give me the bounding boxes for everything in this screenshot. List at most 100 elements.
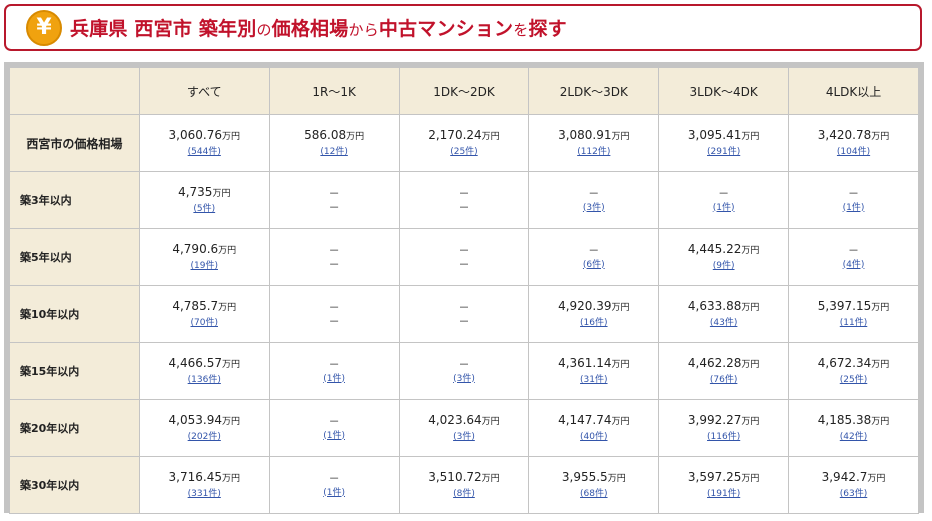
listing-count-link[interactable]: (191件): [707, 489, 741, 499]
price-unit: 万円: [741, 246, 760, 256]
price-unit: 万円: [221, 417, 240, 427]
price-number: 4,466.57: [168, 356, 222, 370]
listing-count-link[interactable]: (16件): [580, 318, 608, 328]
price-unit: 万円: [218, 246, 237, 256]
listing-count-link[interactable]: (291件): [707, 147, 741, 157]
price-empty: －: [588, 186, 600, 200]
listing-count-link[interactable]: (68件): [580, 489, 608, 499]
price-table: すべて 1R～1K 1DK～2DK 2LDK～3DK 3LDK～4DK 4LDK以上 西宮…: [9, 67, 919, 514]
listing-count-link[interactable]: (25件): [839, 375, 868, 385]
title-part: を: [513, 21, 529, 39]
listing-count-link[interactable]: (116件): [707, 432, 741, 442]
table-row: 築15年以内 4,466.57万円 (136件) － (1件) － (3件) 4,361.14…: [10, 343, 918, 399]
price-value: 4,920.39万円: [529, 298, 658, 316]
price-unit: 万円: [741, 474, 760, 484]
listing-count-link[interactable]: (76件): [709, 375, 738, 385]
listing-count-link[interactable]: (40件): [580, 432, 608, 442]
price-cell: 3,095.41万円 (291件): [659, 115, 789, 171]
price-cell: － (3件): [529, 172, 659, 228]
price-empty: －: [588, 243, 600, 257]
listing-count-link[interactable]: (43件): [709, 318, 738, 328]
price-number: 3,095.41: [687, 128, 742, 142]
price-cell: － (3件): [399, 343, 529, 399]
row-label: 西宮市の価格相場: [10, 115, 139, 171]
listing-count-link[interactable]: (3件): [453, 432, 475, 442]
price-cell: 4,053.94万円 (202件): [139, 400, 269, 456]
row-label: 築10年以内: [10, 286, 139, 342]
price-empty: －: [458, 244, 470, 257]
listing-count-link[interactable]: (3件): [582, 202, 605, 213]
title-part: の: [256, 21, 272, 39]
price-empty: －: [458, 301, 470, 314]
listing-count-link[interactable]: (1件): [323, 373, 345, 384]
table-row: 西宮市の価格相場 3,060.76万円 (544件) 586.08万円 (12件) 2,1…: [10, 115, 918, 171]
column-header: すべて: [139, 68, 269, 114]
price-value: 4,361.14万円: [529, 355, 658, 373]
price-cell: 4,361.14万円 (31件): [529, 343, 659, 399]
row-label: 築5年以内: [10, 229, 139, 285]
price-cell: －－: [399, 172, 529, 228]
price-unit: 万円: [481, 474, 500, 484]
listing-count-link[interactable]: (544件): [187, 147, 221, 157]
title-part: から: [348, 21, 379, 39]
price-empty: －: [328, 471, 340, 485]
listing-count-link[interactable]: (19件): [190, 261, 218, 271]
yen-icon: ¥: [26, 9, 62, 46]
listing-count-link[interactable]: (8件): [453, 489, 475, 499]
listing-count-link[interactable]: (1件): [712, 202, 735, 213]
price-empty: －: [458, 357, 470, 371]
listing-count-link[interactable]: (25件): [450, 147, 478, 157]
listing-count-link[interactable]: (31件): [580, 375, 608, 385]
price-unit: 万円: [212, 189, 231, 199]
listing-count-link[interactable]: (1件): [842, 202, 865, 213]
listing-count-link[interactable]: (5件): [193, 204, 216, 214]
listing-count-link[interactable]: (9件): [712, 261, 735, 271]
listing-count-link[interactable]: (1件): [323, 430, 345, 441]
price-number: 3,510.72: [428, 470, 482, 484]
price-value: 3,942.7万円: [789, 469, 918, 487]
price-unit: 万円: [741, 360, 760, 370]
listing-count-link[interactable]: (12件): [320, 147, 348, 157]
price-unit: 万円: [867, 474, 886, 484]
price-cell: 3,420.78万円 (104件): [789, 115, 918, 171]
price-number: 3,420.78: [817, 128, 872, 142]
listing-count-link[interactable]: (331件): [187, 489, 221, 499]
listing-count-link[interactable]: (202件): [187, 432, 221, 442]
price-unit: 万円: [871, 132, 890, 142]
price-cell: 3,716.45万円 (331件): [139, 457, 269, 513]
listing-count-link[interactable]: (1件): [323, 487, 345, 498]
price-cell: － (1件): [659, 172, 789, 228]
listing-count-link[interactable]: (104件): [836, 147, 871, 157]
listing-count-link[interactable]: (63件): [839, 489, 868, 499]
price-value: 4,023.64万円: [400, 412, 529, 430]
listing-count-link[interactable]: (4件): [842, 259, 865, 270]
column-header: 2LDK～3DK: [529, 68, 659, 114]
listing-count-link[interactable]: (112件): [577, 147, 611, 157]
price-cell: 3,060.76万円 (544件): [139, 115, 269, 171]
price-number: 4,785.7: [172, 299, 219, 313]
price-cell: 3,942.7万円 (63件): [789, 457, 918, 513]
price-cell: 4,445.22万円 (9件): [659, 229, 789, 285]
price-value: 4,445.22万円: [659, 241, 788, 259]
listing-count-link[interactable]: (3件): [453, 373, 475, 384]
price-number: 3,060.76: [168, 128, 222, 142]
listing-count-link[interactable]: (6件): [582, 259, 605, 270]
price-cell: －－: [269, 286, 399, 342]
price-value: 3,716.45万円: [140, 469, 269, 487]
price-empty: －: [458, 187, 470, 200]
price-cell: 5,397.15万円 (11件): [789, 286, 918, 342]
price-value: 4,185.38万円: [789, 412, 918, 430]
price-number: 4,790.6: [172, 242, 219, 256]
listing-count-link[interactable]: (11件): [839, 318, 868, 328]
price-cell: 4,785.7万円 (70件): [139, 286, 269, 342]
title-part: 価格相場: [271, 18, 349, 40]
price-cell: － (1件): [789, 172, 918, 228]
listing-count-link[interactable]: (136件): [187, 375, 221, 385]
count-empty: －: [328, 201, 340, 214]
price-cell: － (1件): [269, 400, 399, 456]
price-value: 2,170.24万円: [400, 127, 529, 145]
listing-count-link[interactable]: (70件): [190, 318, 218, 328]
table-row: 築30年以内 3,716.45万円 (331件) － (1件) 3,510.72万円 (8件…: [10, 457, 918, 513]
price-number: 4,053.94: [168, 413, 222, 427]
listing-count-link[interactable]: (42件): [839, 432, 868, 442]
